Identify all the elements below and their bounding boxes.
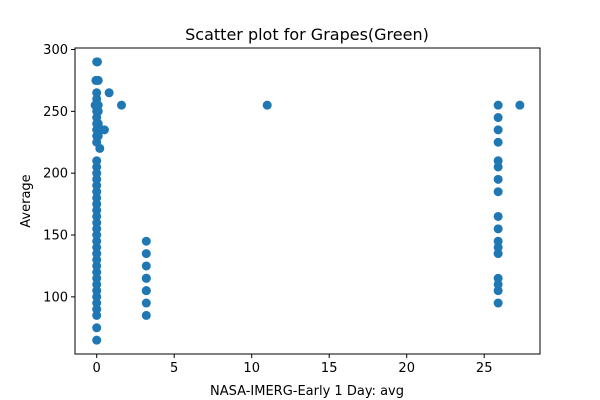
- data-point: [141, 286, 151, 296]
- x-tick-label: 20: [398, 361, 415, 376]
- data-point: [493, 137, 503, 147]
- data-point: [92, 304, 102, 314]
- data-point: [92, 174, 102, 184]
- y-tick-label: 250: [43, 105, 68, 120]
- data-point: [493, 187, 503, 197]
- data-point: [493, 298, 503, 308]
- x-tick-label: 0: [93, 361, 101, 376]
- data-point: [493, 242, 503, 252]
- data-point: [493, 286, 503, 296]
- data-point: [92, 279, 102, 289]
- data-point: [141, 236, 151, 246]
- data-point: [141, 249, 151, 259]
- data-point: [92, 298, 102, 308]
- data-point: [493, 125, 503, 135]
- x-tick-label: 25: [476, 361, 493, 376]
- data-point: [92, 273, 102, 283]
- data-point: [92, 286, 102, 296]
- data-point: [117, 100, 126, 110]
- data-point: [92, 310, 102, 320]
- data-point: [99, 125, 109, 135]
- data-point: [493, 156, 503, 166]
- data-point: [493, 273, 503, 283]
- data-point: [91, 75, 101, 85]
- data-point: [493, 224, 503, 234]
- data-point: [93, 106, 103, 116]
- data-point: [92, 224, 102, 234]
- y-tick-label: 150: [43, 229, 68, 244]
- data-point: [92, 255, 102, 265]
- x-tick-label: 5: [170, 361, 178, 376]
- y-axis: 100 150 200 250 300: [43, 43, 75, 305]
- data-point: [493, 162, 503, 172]
- data-point: [92, 162, 102, 172]
- data-point: [141, 261, 151, 271]
- data-point: [92, 199, 102, 209]
- data-point: [95, 143, 105, 153]
- data-point: [141, 298, 151, 308]
- data-point: [92, 57, 102, 67]
- data-point: [92, 193, 102, 203]
- data-point: [262, 100, 272, 110]
- data-point: [92, 267, 102, 277]
- data-point: [92, 261, 102, 271]
- data-point: [92, 156, 102, 166]
- data-point: [515, 100, 525, 110]
- data-point: [92, 168, 102, 178]
- x-axis-label: NASA-IMERG-Early 1 Day: avg: [210, 384, 404, 399]
- data-point: [92, 205, 102, 215]
- data-point: [93, 100, 103, 110]
- x-tick-label: 15: [321, 361, 338, 376]
- data-point: [92, 211, 102, 221]
- data-point: [493, 100, 503, 110]
- data-point: [92, 249, 102, 259]
- data-point: [104, 88, 114, 98]
- data-point: [92, 292, 102, 302]
- chart-title: Scatter plot for Grapes(Green): [185, 25, 429, 44]
- y-tick-label: 300: [43, 43, 68, 58]
- y-tick-label: 100: [43, 290, 68, 305]
- data-point: [92, 335, 102, 345]
- data-point: [92, 236, 102, 246]
- data-point: [92, 230, 102, 240]
- x-tick-label: 10: [243, 361, 260, 376]
- data-point: [493, 174, 503, 184]
- data-point: [493, 211, 503, 221]
- y-axis-label: Average: [19, 174, 34, 227]
- data-point: [92, 181, 102, 191]
- data-point: [92, 187, 102, 197]
- y-tick-label: 200: [43, 167, 68, 182]
- data-point: [92, 323, 102, 333]
- data-point: [92, 88, 102, 98]
- plot-frame: [74, 47, 541, 355]
- data-point: [92, 218, 102, 228]
- data-point: [141, 310, 151, 320]
- data-point: [141, 273, 151, 283]
- plot-area: [90, 57, 525, 345]
- data-point: [493, 236, 503, 246]
- data-point: [493, 249, 503, 259]
- data-point: [493, 279, 503, 289]
- data-point: [493, 113, 503, 123]
- data-point: [92, 242, 102, 252]
- x-axis: 0 5 10 15 20 25: [93, 354, 493, 376]
